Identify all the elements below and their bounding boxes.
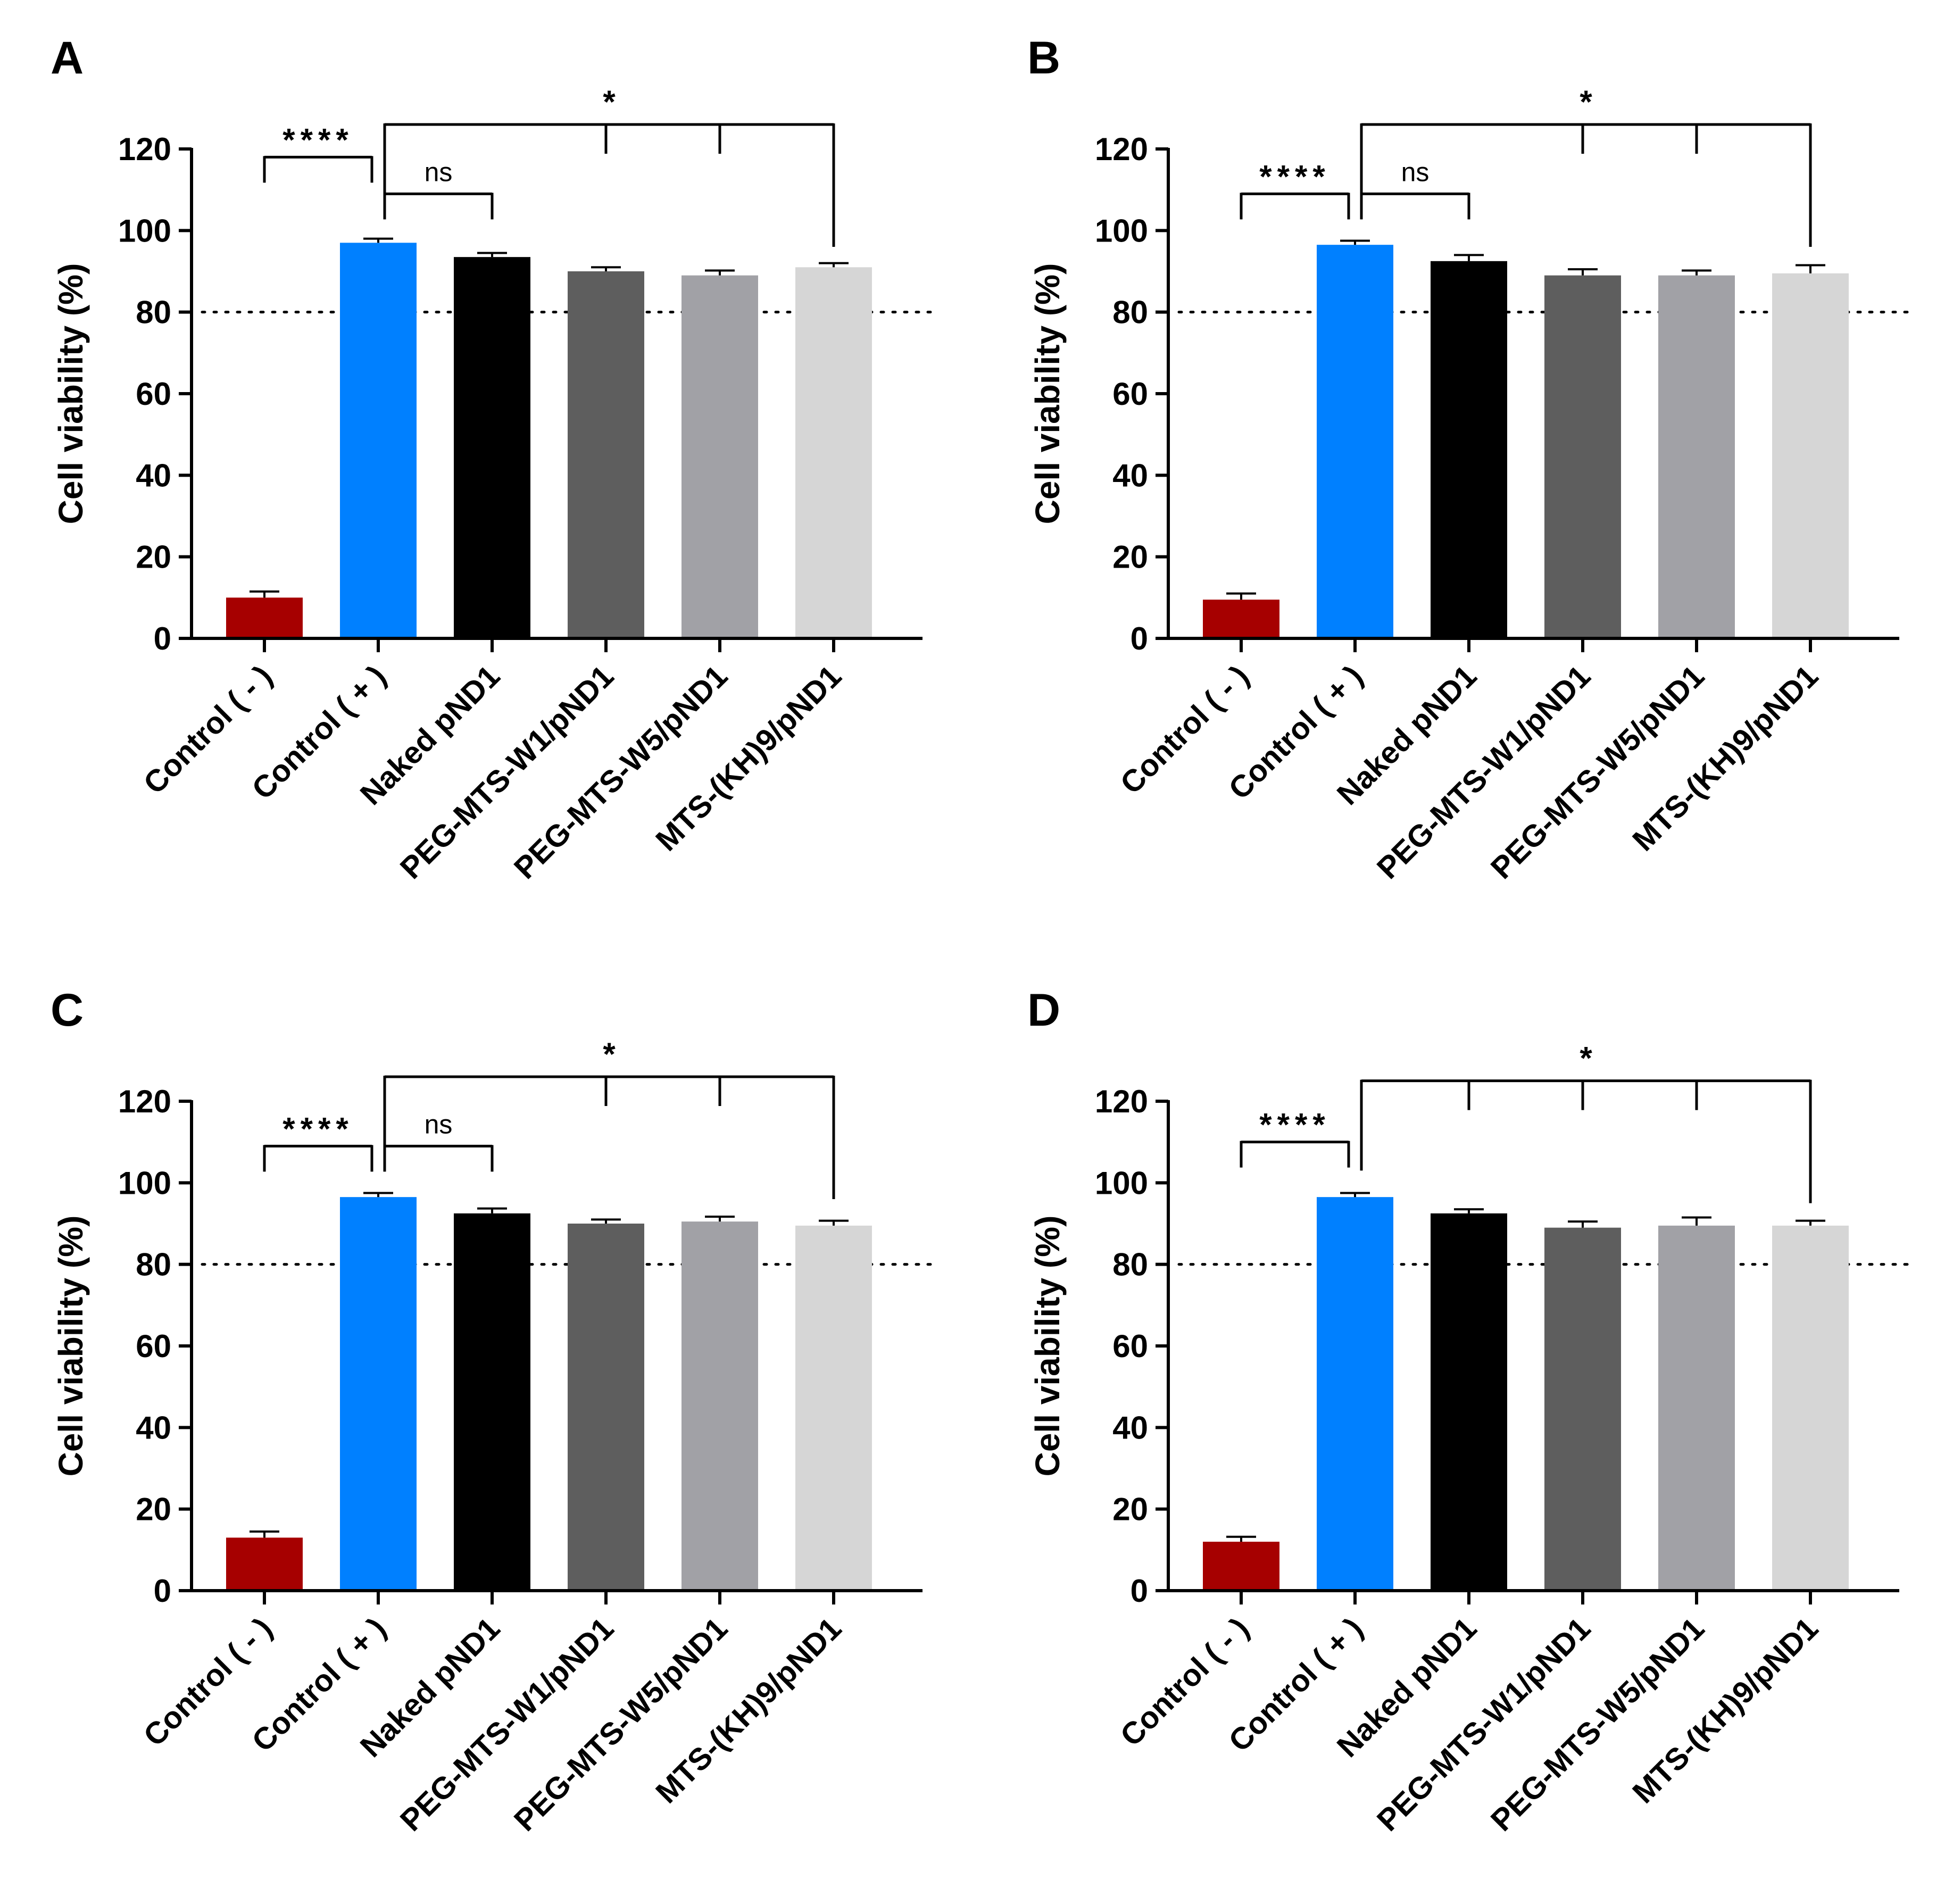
bar — [1544, 275, 1621, 638]
x-category-label: MTS-(KH)9/pND1 — [649, 659, 848, 858]
bar — [1544, 1227, 1621, 1591]
bar — [226, 597, 303, 638]
chart-panel-c: C 0 20 40 60 80 100 120 Control ( - ) Control ( … — [0, 952, 976, 1904]
y-tick-label: 0 — [1131, 621, 1148, 656]
y-tick-label: 60 — [136, 1328, 171, 1364]
bar — [1317, 1197, 1393, 1591]
significance-label: ns — [425, 157, 453, 187]
x-category-label: PEG-MTS-W5/pND1 — [508, 659, 734, 885]
significance-label: ns — [1401, 157, 1430, 187]
bar — [1772, 273, 1849, 638]
y-tick-label: 100 — [1095, 213, 1148, 248]
significance-label: ns — [425, 1109, 453, 1139]
y-tick-label: 20 — [1112, 1492, 1148, 1527]
y-tick-label: 80 — [1112, 295, 1148, 330]
bar — [568, 271, 644, 638]
bar — [568, 1224, 644, 1591]
chart-panel-d: D 0 20 40 60 80 100 120 Control ( - ) Control ( … — [977, 952, 1953, 1904]
x-category-label: PEG-MTS-W5/pND1 — [1484, 1611, 1711, 1838]
y-tick-label: 0 — [154, 621, 171, 656]
bar — [1772, 1225, 1849, 1591]
significance-label: **** — [1259, 159, 1330, 194]
bar — [454, 1213, 530, 1591]
x-category-label: MTS-(KH)9/pND1 — [1626, 659, 1825, 858]
y-tick-label: 60 — [1112, 1328, 1148, 1364]
significance-label: * — [603, 1036, 616, 1072]
x-category-label: PEG-MTS-W1/pND1 — [1370, 1611, 1597, 1838]
y-tick-label: 80 — [1112, 1247, 1148, 1283]
y-tick-label: 20 — [136, 539, 171, 575]
chart-panel-a: A 0 20 40 60 80 100 120 Control ( - ) Control ( … — [0, 0, 976, 952]
x-category-label: PEG-MTS-W5/pND1 — [508, 1611, 734, 1838]
bar — [340, 243, 417, 638]
x-category-label: PEG-MTS-W5/pND1 — [1484, 659, 1711, 885]
significance-label: **** — [282, 1111, 353, 1146]
bar — [1203, 1542, 1279, 1591]
panel-letter: D — [1027, 985, 1061, 1036]
bar — [454, 257, 530, 639]
significance-label: * — [1580, 84, 1592, 120]
panel-letter: B — [1027, 32, 1061, 84]
y-tick-label: 60 — [1112, 376, 1148, 412]
significance-label: * — [1580, 1041, 1592, 1076]
bar — [340, 1197, 417, 1591]
x-category-label: PEG-MTS-W1/pND1 — [1370, 659, 1597, 885]
y-tick-label: 80 — [136, 1247, 171, 1283]
y-tick-label: 120 — [118, 1084, 171, 1119]
bar — [1431, 1213, 1507, 1591]
bar — [1203, 600, 1279, 638]
y-tick-label: 100 — [118, 213, 171, 248]
y-tick-label: 100 — [118, 1165, 171, 1201]
bar — [795, 1225, 872, 1591]
significance-label: **** — [282, 122, 353, 157]
y-tick-label: 20 — [1112, 539, 1148, 575]
y-tick-label: 40 — [136, 458, 171, 493]
x-category-label: MTS-(KH)9/pND1 — [649, 1611, 848, 1810]
y-axis-title: Cell viability (%) — [1028, 1216, 1067, 1477]
bar — [1431, 261, 1507, 638]
bar — [795, 267, 872, 638]
y-tick-label: 100 — [1095, 1165, 1148, 1201]
y-tick-label: 120 — [1095, 131, 1148, 167]
panel-letter: A — [51, 32, 84, 84]
x-category-label: MTS-(KH)9/pND1 — [1626, 1611, 1825, 1810]
bar — [1658, 1225, 1735, 1591]
y-tick-label: 80 — [136, 295, 171, 330]
y-tick-label: 40 — [136, 1410, 171, 1445]
bar — [682, 1221, 758, 1591]
x-category-label: PEG-MTS-W1/pND1 — [394, 1611, 620, 1838]
panel-letter: C — [51, 985, 84, 1036]
y-tick-label: 60 — [136, 376, 171, 412]
bar — [226, 1537, 303, 1591]
y-tick-label: 40 — [1112, 458, 1148, 493]
y-axis-title: Cell viability (%) — [1028, 263, 1067, 525]
y-tick-label: 120 — [118, 131, 171, 167]
y-tick-label: 20 — [136, 1492, 171, 1527]
y-axis-title: Cell viability (%) — [52, 263, 90, 525]
bar — [1317, 245, 1393, 639]
significance-label: * — [603, 84, 616, 120]
y-tick-label: 0 — [154, 1573, 171, 1609]
bar — [682, 275, 758, 638]
y-axis-title: Cell viability (%) — [52, 1216, 90, 1477]
y-tick-label: 120 — [1095, 1084, 1148, 1119]
y-tick-label: 0 — [1131, 1573, 1148, 1609]
y-tick-label: 40 — [1112, 1410, 1148, 1445]
x-category-label: PEG-MTS-W1/pND1 — [394, 659, 620, 885]
significance-label: **** — [1259, 1107, 1330, 1143]
chart-panel-b: B 0 20 40 60 80 100 120 Control ( - ) Control ( … — [977, 0, 1953, 952]
bar — [1658, 275, 1735, 638]
